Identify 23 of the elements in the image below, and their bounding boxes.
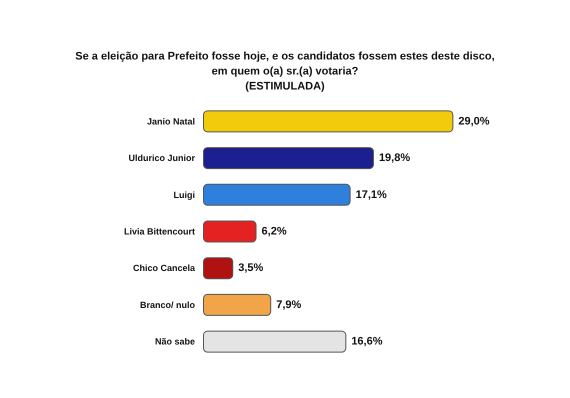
chart-title: Se a eleição para Prefeito fosse hoje, e os candidatos fossem estes deste disco, em quem o(a) sr.(a) votaria? [75,50,495,78]
bar [203,184,351,206]
data-label: 19,8% [378,152,410,164]
bar [203,220,257,242]
y-tick-label: Janio Natal [146,116,195,126]
y-tick-label: Não sabe [154,336,195,347]
data-label: 17,1% [356,188,388,201]
y-tick-label: Branco/ nulo [140,300,196,310]
bar [203,257,234,280]
y-tick-label: Chico Cancela [132,263,196,274]
bar [203,147,374,170]
chart-subtitle: (ESTIMULADA) [245,80,326,92]
data-label: 16,6% [351,336,383,348]
y-tick-label: Uldurico Junior [128,153,196,164]
data-label: 6,2% [262,226,287,238]
bar [203,330,346,353]
bar [203,294,272,316]
y-tick-label: Luigi [174,190,195,200]
y-tick-label: Livia Bittencourt [124,226,195,236]
data-label: 7,9% [276,298,302,311]
bar [203,110,454,132]
data-label: 3,5% [238,262,264,274]
data-label: 29,0% [458,115,490,128]
